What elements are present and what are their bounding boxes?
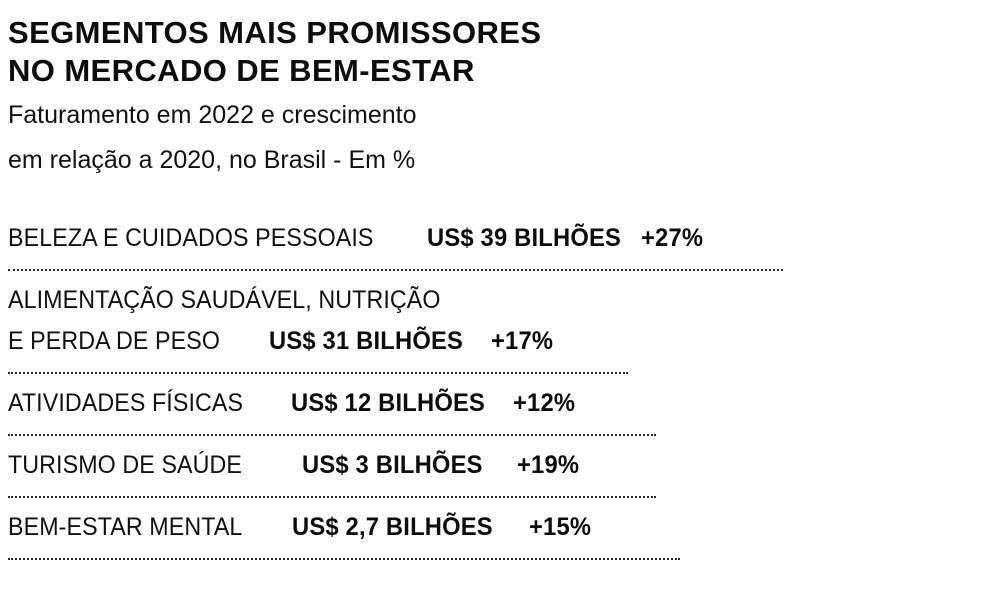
segment-row-line: BELEZA E CUIDADOS PESSOAIS US$ 39 BILHÕE…	[8, 218, 968, 259]
spacer	[492, 445, 517, 446]
list-item: TURISMO DE SAÚDE US$ 3 BILHÕES +19%	[8, 445, 968, 507]
segment-value: US$ 31 BILHÕES	[268, 327, 464, 355]
segment-row-line: BEM-ESTAR MENTAL US$ 2,7 BILHÕES +15%	[8, 507, 968, 548]
segment-value: US$ 12 BILHÕES	[290, 389, 485, 417]
segment-label: ALIMENTAÇÃO SAUDÁVEL, NUTRIÇÃO	[8, 286, 441, 314]
row-separator-wrap	[8, 424, 968, 445]
segment-growth: +12%	[513, 389, 576, 417]
page-title-line-2: NO MERCADO DE BEM-ESTAR	[8, 53, 475, 88]
list-item: ATIVIDADES FÍSICAS US$ 12 BILHÕES +12%	[8, 383, 968, 445]
segment-value: US$ 3 BILHÕES	[301, 451, 483, 479]
list-item: ALIMENTAÇÃO SAUDÁVEL, NUTRIÇÃO E PERDA D…	[8, 280, 968, 383]
row-separator-wrap	[8, 548, 968, 569]
segment-label-continued: E PERDA DE PESO	[8, 327, 221, 355]
spacer	[473, 321, 491, 322]
row-separator-wrap	[8, 259, 968, 280]
segment-list: BELEZA E CUIDADOS PESSOAIS US$ 39 BILHÕE…	[8, 218, 968, 569]
header: SEGMENTOS MAIS PROMISSORES NO MERCADO DE…	[8, 14, 908, 180]
segment-value: US$ 2,7 BILHÕES	[292, 513, 493, 541]
page-title-line-1: SEGMENTOS MAIS PROMISSORES	[8, 15, 542, 50]
segment-value: US$ 39 BILHÕES	[427, 224, 622, 252]
segment-label: TURISMO DE SAÚDE	[8, 451, 243, 479]
segment-row-line: E PERDA DE PESO US$ 31 BILHÕES +17%	[8, 321, 968, 362]
segment-label: BELEZA E CUIDADOS PESSOAIS	[8, 224, 374, 252]
row-separator-wrap	[8, 362, 968, 383]
subtitle-line-2: em relação a 2020, no Brasil - Em %	[8, 146, 416, 174]
subtitle-line-1: Faturamento em 2022 e crescimento	[8, 101, 417, 129]
dotted-separator	[8, 495, 656, 498]
row-separator-wrap	[8, 486, 968, 507]
spacer	[236, 321, 269, 322]
segment-label: ATIVIDADES FÍSICAS	[8, 389, 244, 417]
dotted-separator	[8, 557, 680, 560]
spacer	[504, 507, 529, 508]
list-item: BELEZA E CUIDADOS PESSOAIS US$ 39 BILHÕE…	[8, 218, 968, 280]
segment-growth: +19%	[516, 451, 579, 479]
spacer	[401, 218, 427, 219]
dotted-separator	[8, 433, 656, 436]
segment-growth: +17%	[491, 327, 554, 355]
segment-label: BEM-ESTAR MENTAL	[8, 513, 243, 541]
spacer	[260, 445, 302, 446]
segment-growth: +15%	[528, 513, 591, 541]
spacer	[260, 507, 292, 508]
spacer	[495, 383, 513, 384]
spacer	[261, 383, 291, 384]
segment-growth: +27%	[641, 224, 704, 252]
dotted-separator	[8, 371, 628, 374]
segment-row-line: ALIMENTAÇÃO SAUDÁVEL, NUTRIÇÃO	[8, 280, 968, 321]
segment-row-line: TURISMO DE SAÚDE US$ 3 BILHÕES +19%	[8, 445, 968, 486]
dotted-separator	[8, 268, 783, 271]
list-item: BEM-ESTAR MENTAL US$ 2,7 BILHÕES +15%	[8, 507, 968, 569]
spacer	[631, 218, 641, 219]
segment-row-line: ATIVIDADES FÍSICAS US$ 12 BILHÕES +12%	[8, 383, 968, 424]
